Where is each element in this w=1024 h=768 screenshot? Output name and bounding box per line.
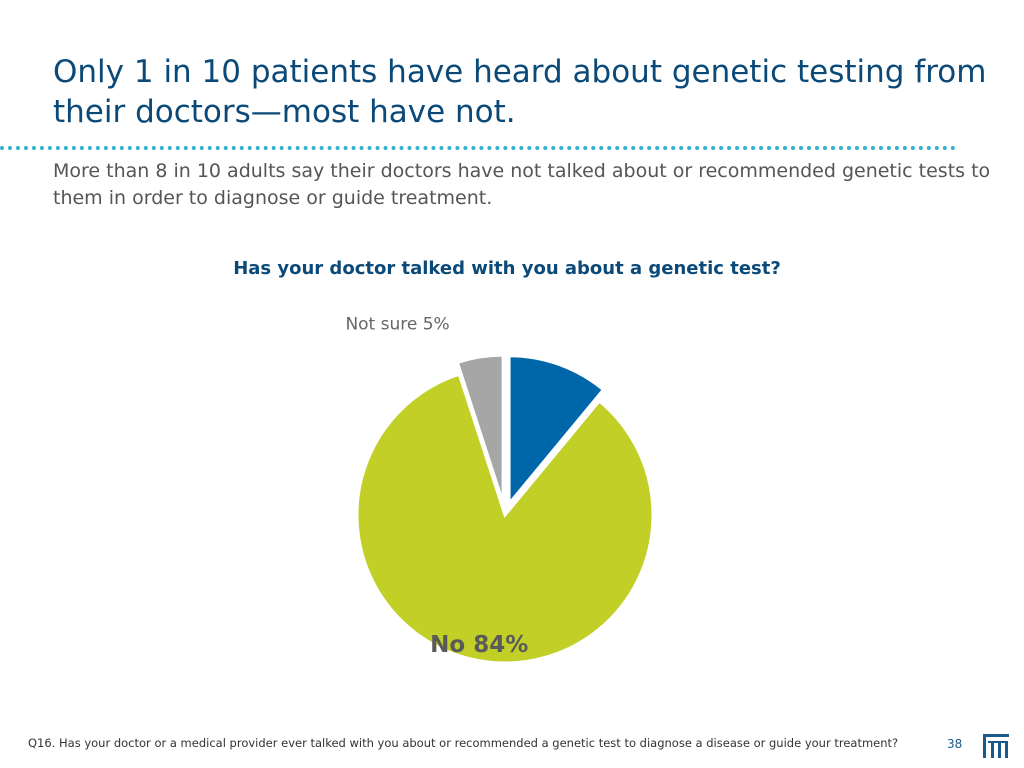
dotted-divider (0, 146, 956, 150)
pie-label-no: No 84% (430, 632, 528, 658)
slide-subtitle: More than 8 in 10 adults say their docto… (53, 160, 991, 209)
chart-title: Has your doctor talked with you about a … (233, 258, 781, 279)
slide-title: Only 1 in 10 patients have heard about g… (53, 54, 987, 130)
page-number: 38 (947, 737, 963, 751)
pie-label-not-sure: Not sure 5% (345, 314, 449, 334)
footnote: Q16. Has your doctor or a medical provid… (28, 736, 899, 750)
pie-slice-no (355, 372, 655, 665)
pie-slice-unlabeled-0 (507, 354, 606, 508)
pie-slice-not-sure (455, 353, 505, 504)
building-columns-logo-icon (983, 734, 1009, 758)
